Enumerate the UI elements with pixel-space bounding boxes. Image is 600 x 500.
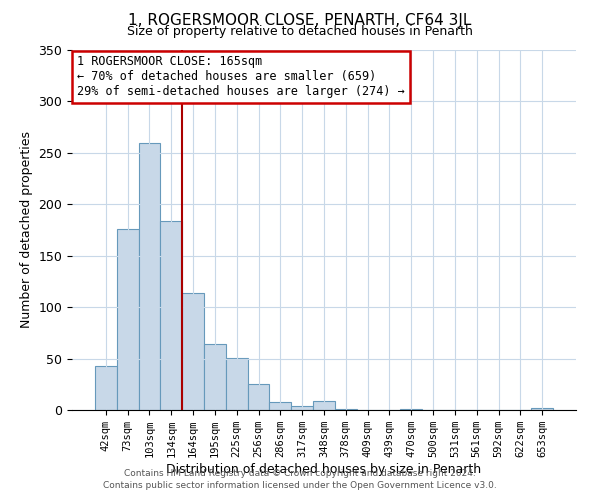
Y-axis label: Number of detached properties: Number of detached properties: [20, 132, 33, 328]
Bar: [269, 402, 291, 410]
Text: Size of property relative to detached houses in Penarth: Size of property relative to detached ho…: [127, 25, 473, 38]
Text: Contains HM Land Registry data © Crown copyright and database right 2024.: Contains HM Land Registry data © Crown c…: [124, 468, 476, 477]
Text: Contains public sector information licensed under the Open Government Licence v3: Contains public sector information licen…: [103, 481, 497, 490]
X-axis label: Distribution of detached houses by size in Penarth: Distribution of detached houses by size …: [166, 463, 482, 476]
Bar: [531, 408, 553, 410]
Text: 1, ROGERSMOOR CLOSE, PENARTH, CF64 3JL: 1, ROGERSMOOR CLOSE, PENARTH, CF64 3JL: [128, 12, 472, 28]
Bar: [291, 406, 313, 410]
Bar: [139, 142, 160, 410]
Bar: [248, 384, 269, 410]
Bar: [204, 344, 226, 410]
Bar: [313, 400, 335, 410]
Bar: [226, 358, 248, 410]
Bar: [182, 292, 204, 410]
Bar: [400, 409, 422, 410]
Bar: [335, 409, 357, 410]
Bar: [160, 220, 182, 410]
Bar: [95, 366, 117, 410]
Bar: [117, 229, 139, 410]
Text: 1 ROGERSMOOR CLOSE: 165sqm
← 70% of detached houses are smaller (659)
29% of sem: 1 ROGERSMOOR CLOSE: 165sqm ← 70% of deta…: [77, 56, 405, 98]
